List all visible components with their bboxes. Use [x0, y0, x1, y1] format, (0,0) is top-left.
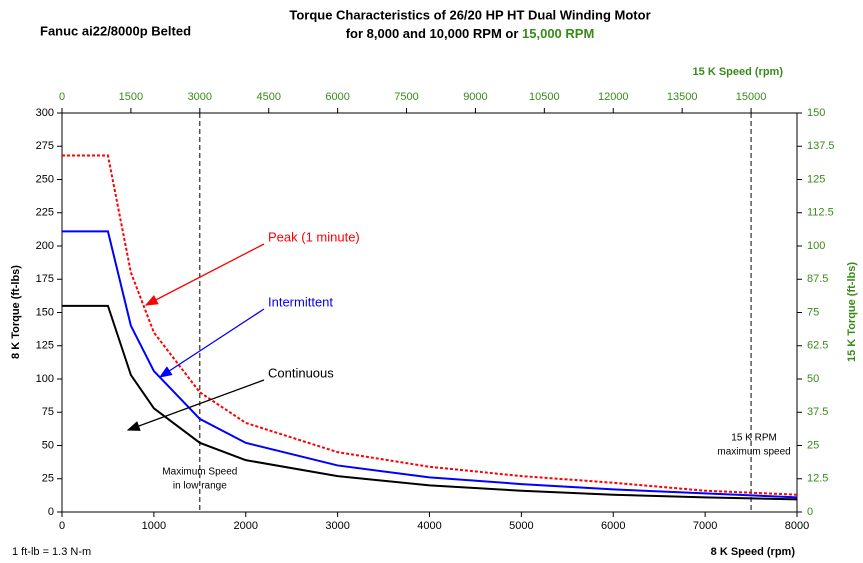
y-tick-label: 300 [36, 107, 54, 119]
x-tick-label: 8000 [785, 520, 809, 532]
x2-tick-label: 9000 [463, 91, 487, 103]
annotation-arrow [144, 243, 265, 306]
x2-tick-label: 4500 [256, 91, 280, 103]
chart-title: Torque Characteristics of 26/20 HP HT Du… [289, 7, 650, 22]
annotation: Peak (1 minute) [268, 229, 360, 244]
y2-tick-label: 125 [807, 173, 825, 185]
reference-label: maximum speed [717, 447, 790, 458]
y2-tick-label: 50 [807, 373, 819, 385]
y2-axis-label: 15 K Torque (ft-lbs) [846, 262, 858, 362]
y2-tick-label: 100 [807, 240, 825, 252]
series-line [62, 304, 798, 501]
chart-subtitle: Fanuc ai22/8000p Belted [40, 23, 191, 38]
chart-title-line2: for 8,000 and 10,000 RPM or 15,000 RPM [346, 26, 595, 41]
x-tick-label: 0 [59, 520, 65, 532]
y-tick-label: 250 [36, 173, 54, 185]
x2-tick-label: 15000 [736, 91, 767, 103]
y-axis-label: 8 K Torque (ft-lbs) [10, 265, 22, 359]
y-tick-label: 50 [42, 439, 54, 451]
reference-label: in low range [173, 481, 227, 492]
y2-tick-label: 75 [807, 306, 819, 318]
y-tick-label: 125 [36, 340, 54, 352]
x2-tick-label: 6000 [325, 91, 349, 103]
title-part: for 8,000 and 10,000 RPM or [346, 26, 522, 41]
x2-tick-label: 7500 [394, 91, 418, 103]
y-tick-label: 0 [48, 506, 54, 518]
y-tick-label: 100 [36, 373, 54, 385]
plot-frame [61, 112, 798, 513]
annotation-arrow [158, 308, 265, 378]
y-tick-label: 275 [36, 140, 54, 152]
x-tick-label: 3000 [325, 520, 349, 532]
x2-tick-label: 1500 [119, 91, 143, 103]
x2-tick-label: 3000 [188, 91, 212, 103]
y-tick-label: 175 [36, 273, 54, 285]
y-tick-label: 225 [36, 207, 54, 219]
x2-tick-label: 10500 [529, 91, 560, 103]
footnote: 1 ft-lb = 1.3 N-m [12, 546, 91, 558]
title-highlight: 15,000 RPM [522, 26, 594, 41]
x-tick-label: 2000 [234, 520, 258, 532]
x2-tick-label: 13500 [667, 91, 698, 103]
series-line [62, 154, 798, 496]
x-tick-label: 7000 [693, 520, 717, 532]
y2-tick-label: 150 [807, 107, 825, 119]
y2-tick-label: 112.5 [807, 207, 834, 219]
x-tick-label: 5000 [509, 520, 533, 532]
annotation: Continuous [268, 365, 334, 380]
y-tick-label: 75 [42, 406, 54, 418]
series-line [62, 230, 798, 499]
y2-tick-label: 87.5 [807, 273, 828, 285]
y-tick-label: 200 [36, 240, 54, 252]
y2-tick-label: 37.5 [807, 406, 828, 418]
y-tick-label: 25 [42, 473, 54, 485]
y-tick-label: 150 [36, 306, 54, 318]
x2-axis-label: 15 K Speed (rpm) [693, 66, 784, 78]
y2-tick-label: 0 [807, 506, 813, 518]
y2-tick-label: 12.5 [807, 473, 828, 485]
y2-tick-label: 137.5 [807, 140, 835, 152]
x-tick-label: 1000 [142, 520, 166, 532]
reference-label: Maximum Speed [162, 467, 237, 478]
x2-tick-label: 12000 [598, 91, 629, 103]
annotation: Intermittent [268, 294, 333, 309]
annotation-arrow [126, 379, 265, 431]
x-tick-label: 4000 [417, 520, 441, 532]
x2-tick-label: 0 [59, 91, 65, 103]
reference-label: 15 K RPM [731, 433, 777, 444]
x-tick-label: 6000 [601, 520, 625, 532]
y2-tick-label: 25 [807, 439, 819, 451]
x-axis-label: 8 K Speed (rpm) [711, 546, 796, 558]
y2-tick-label: 62.5 [807, 340, 828, 352]
